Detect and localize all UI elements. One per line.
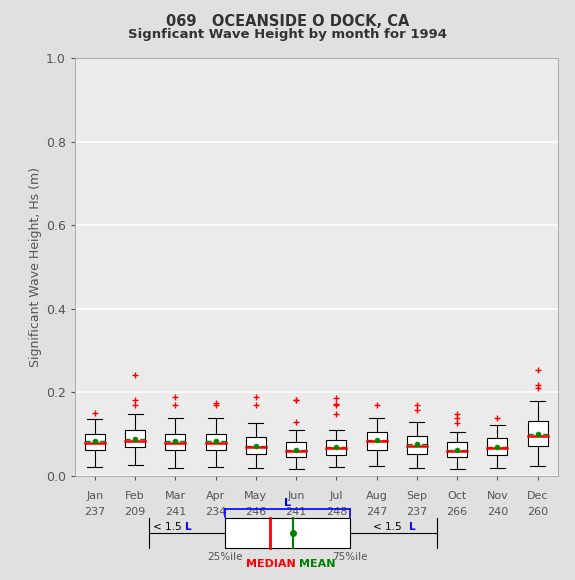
Text: Sep: Sep: [407, 491, 427, 502]
Bar: [85, 434, 105, 450]
Bar: [528, 421, 547, 445]
Text: Aug: Aug: [366, 491, 388, 502]
Bar: [246, 437, 266, 454]
Bar: [206, 434, 225, 450]
Y-axis label: Significant Wave Height, Hs (m): Significant Wave Height, Hs (m): [29, 167, 41, 367]
Text: Mar: Mar: [165, 491, 186, 502]
Text: May: May: [244, 491, 267, 502]
Text: 241: 241: [286, 507, 306, 517]
Text: Dec: Dec: [527, 491, 549, 502]
Text: 240: 240: [487, 507, 508, 517]
Text: 260: 260: [527, 507, 548, 517]
Bar: [327, 440, 346, 455]
Text: 234: 234: [205, 507, 226, 517]
Text: 246: 246: [246, 507, 266, 517]
Text: 069   OCEANSIDE O DOCK, CA: 069 OCEANSIDE O DOCK, CA: [166, 14, 409, 30]
Text: Nov: Nov: [486, 491, 508, 502]
Text: 241: 241: [165, 507, 186, 517]
Text: Jul: Jul: [329, 491, 343, 502]
Text: 266: 266: [447, 507, 467, 517]
Text: 237: 237: [85, 507, 105, 517]
Bar: [407, 436, 427, 454]
Text: MEAN: MEAN: [299, 559, 335, 569]
Bar: [286, 442, 306, 457]
Bar: [166, 434, 185, 450]
Bar: [225, 518, 350, 549]
Bar: [447, 442, 467, 457]
Text: Jun: Jun: [288, 491, 305, 502]
Text: 237: 237: [407, 507, 427, 517]
Text: 25%ile: 25%ile: [207, 552, 243, 562]
Text: 75%ile: 75%ile: [332, 552, 368, 562]
Text: Apr: Apr: [206, 491, 225, 502]
Bar: [125, 430, 145, 447]
Text: < 1.5: < 1.5: [153, 521, 185, 532]
Text: L: L: [185, 521, 191, 532]
Text: 209: 209: [125, 507, 145, 517]
Bar: [367, 432, 386, 450]
Bar: [488, 438, 508, 455]
Text: Signficant Wave Height by month for 1994: Signficant Wave Height by month for 1994: [128, 28, 447, 41]
Text: 248: 248: [325, 507, 347, 517]
Text: Oct: Oct: [447, 491, 467, 502]
Text: 247: 247: [366, 507, 388, 517]
Text: L: L: [284, 498, 291, 508]
Text: Jan: Jan: [86, 491, 104, 502]
Text: MEDIAN: MEDIAN: [246, 559, 296, 569]
Text: Feb: Feb: [125, 491, 145, 502]
Text: < 1.5: < 1.5: [373, 521, 405, 532]
Text: L: L: [409, 521, 416, 532]
